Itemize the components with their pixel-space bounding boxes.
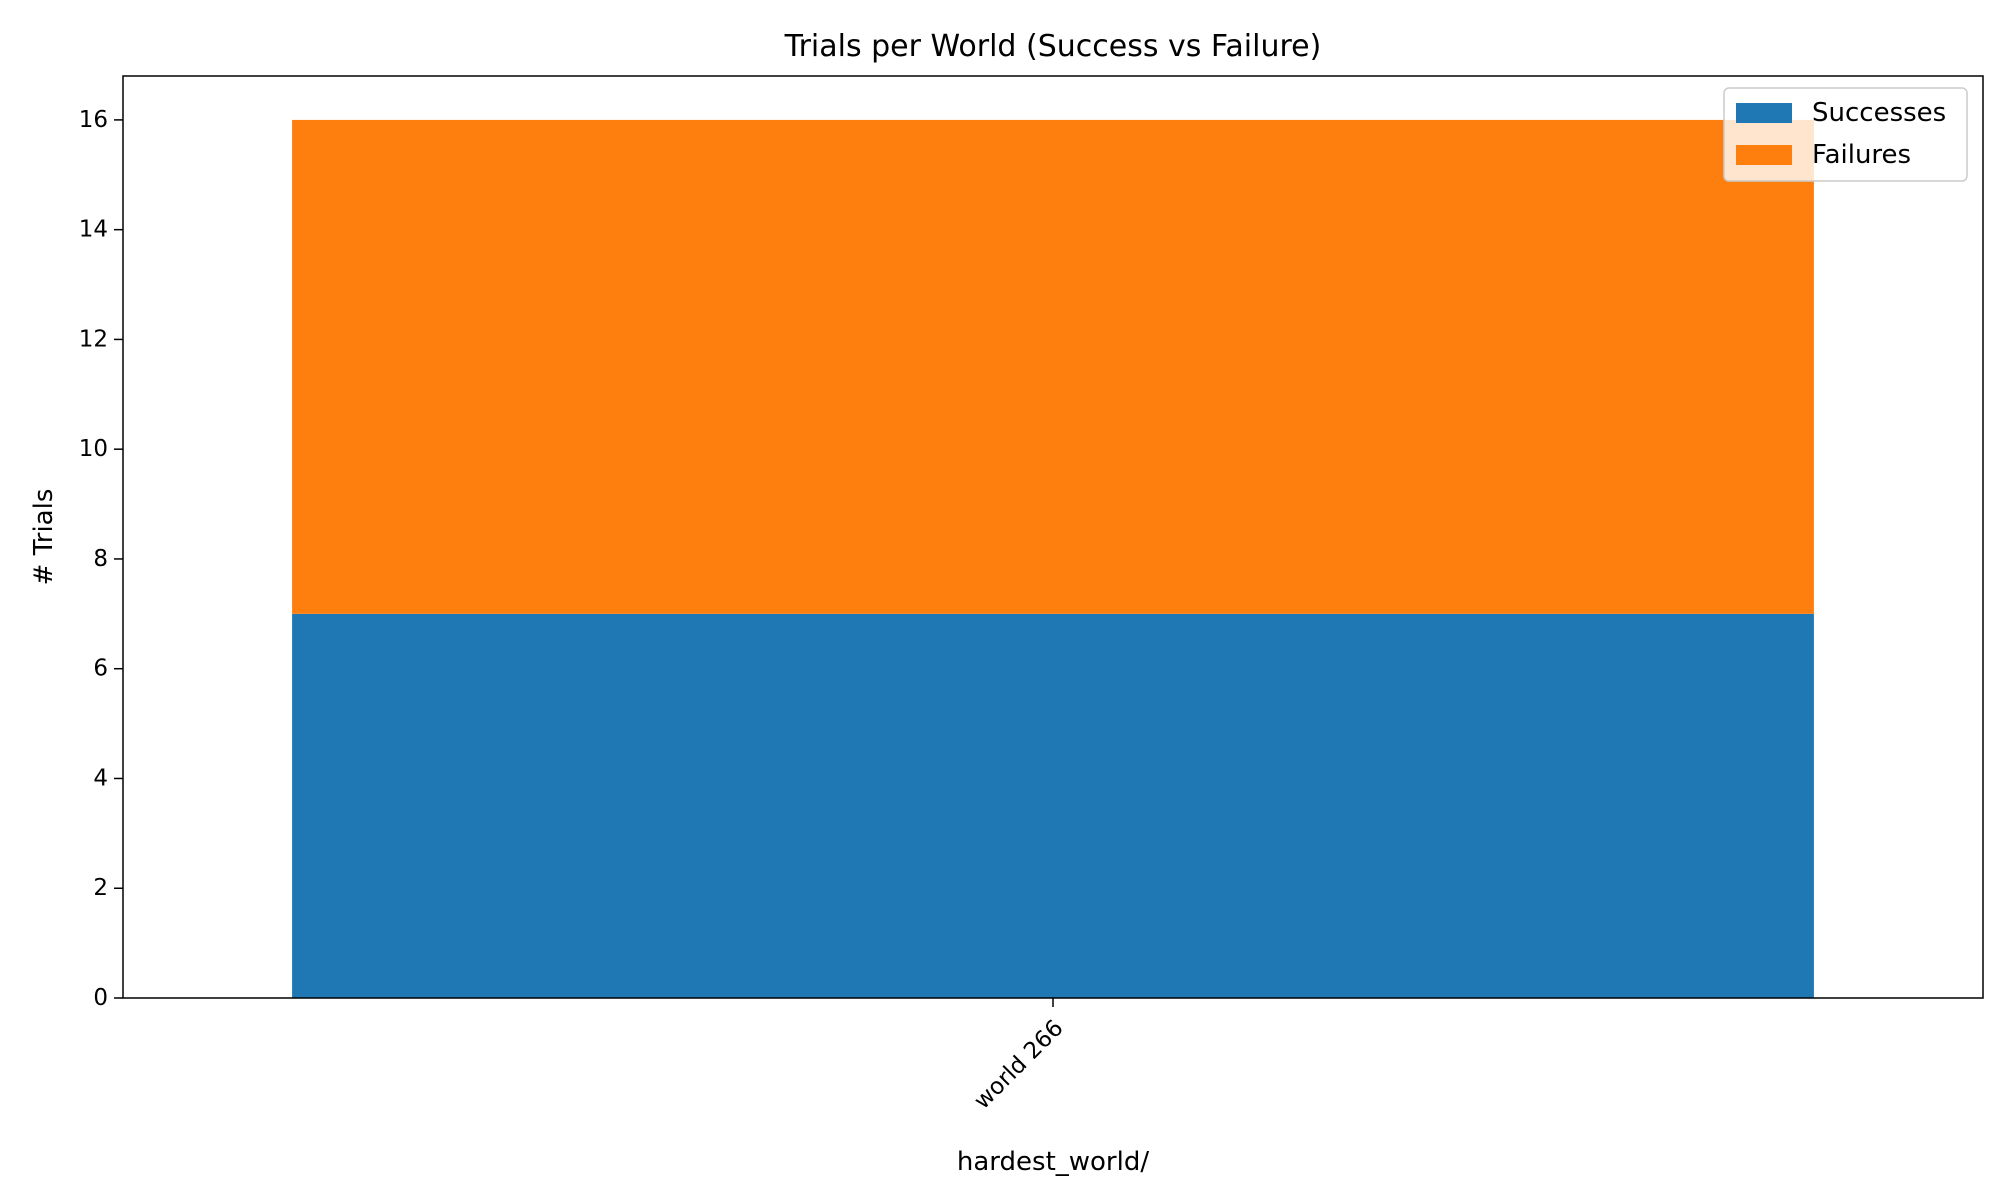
y-tick-label: 0 bbox=[93, 985, 108, 1011]
y-axis-label: # Trials bbox=[29, 489, 59, 586]
plot-frame bbox=[122, 75, 1984, 999]
bar-failures bbox=[292, 119, 1814, 614]
y-tick-label: 8 bbox=[93, 546, 108, 572]
plot-area bbox=[292, 119, 1814, 998]
y-tick-label: 6 bbox=[93, 656, 108, 682]
y-tick-label: 12 bbox=[79, 326, 108, 352]
x-tick-label: world 266 bbox=[969, 1015, 1068, 1114]
legend-swatch-successes bbox=[1736, 103, 1792, 123]
y-tick-label: 14 bbox=[79, 217, 108, 243]
legend-label-successes: Successes bbox=[1812, 98, 1946, 128]
y-tick-label: 4 bbox=[93, 765, 108, 791]
legend-swatch-failures bbox=[1736, 145, 1792, 165]
y-tick-label: 2 bbox=[93, 875, 108, 901]
x-axis-label: hardest_world/ bbox=[957, 1147, 1149, 1177]
legend: Successes Failures bbox=[1723, 87, 1968, 182]
y-tick-label: 10 bbox=[79, 436, 108, 462]
y-tick-label: 16 bbox=[79, 107, 108, 133]
legend-label-failures: Failures bbox=[1812, 140, 1911, 170]
bar-successes bbox=[292, 613, 1814, 998]
chart-title: Trials per World (Success vs Failure) bbox=[784, 29, 1322, 64]
